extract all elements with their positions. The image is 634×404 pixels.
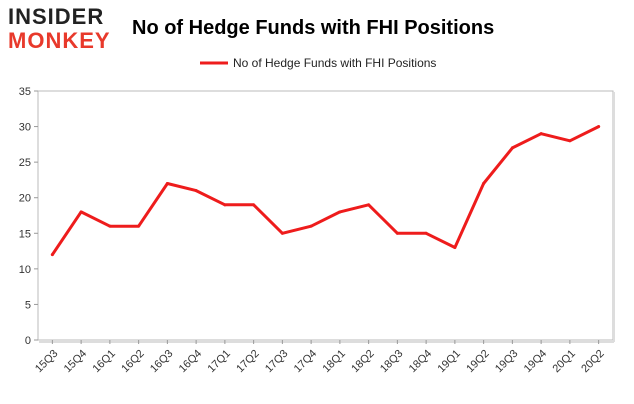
insider-monkey-logo: INSIDER MONKEY [8, 4, 111, 53]
x-tick-label: 19Q4 [522, 348, 550, 376]
plot-area-frame [37, 90, 614, 341]
x-tick-label: 20Q1 [550, 348, 578, 376]
legend: No of Hedge Funds with FHI Positions [200, 56, 436, 70]
data-point [453, 246, 457, 250]
data-point [137, 224, 141, 228]
x-tick-label: 18Q2 [349, 348, 377, 376]
x-tick-label: 16Q3 [148, 348, 176, 376]
y-tick-label: 15 [19, 228, 31, 240]
data-point [309, 224, 313, 228]
data-point [597, 125, 601, 129]
data-point [223, 203, 227, 207]
data-point [539, 132, 543, 136]
x-tick-label: 19Q2 [464, 348, 492, 376]
data-point [50, 253, 54, 257]
x-tick-label: 18Q4 [407, 348, 435, 376]
x-tick-label: 16Q2 [119, 348, 147, 376]
data-point [165, 181, 169, 185]
y-tick-label: 0 [25, 335, 31, 347]
x-tick-label: 18Q1 [320, 348, 348, 376]
chart-title: No of Hedge Funds with FHI Positions [132, 17, 494, 39]
y-tick-label: 25 [19, 157, 31, 169]
x-tick-label: 20Q2 [579, 348, 607, 376]
data-point [395, 231, 399, 235]
x-tick-label: 16Q4 [177, 348, 205, 376]
x-tick-label: 17Q1 [205, 348, 233, 376]
x-tick-label: 16Q1 [90, 348, 118, 376]
x-tick-label: 17Q2 [234, 348, 262, 376]
data-point [280, 231, 284, 235]
y-tick-label: 20 [19, 193, 31, 205]
x-tick-label: 17Q4 [292, 348, 320, 376]
logo-line-1: INSIDER [8, 4, 104, 29]
data-point [482, 181, 486, 185]
x-tick-label: 18Q3 [378, 348, 406, 376]
series-line [50, 125, 601, 257]
x-tick-label: 15Q3 [33, 348, 61, 376]
x-tick-label: 17Q3 [263, 348, 291, 376]
y-tick-label: 35 [19, 86, 31, 98]
y-tick-label: 10 [19, 264, 31, 276]
x-tick-label: 19Q3 [493, 348, 521, 376]
data-point [108, 224, 112, 228]
x-axis: 15Q3 15Q4 16Q1 16Q2 16Q3 16Q4 17Q1 17Q2 17Q3 17Q4… [33, 340, 607, 375]
series-layer [50, 125, 601, 257]
y-axis: 0 5 10 15 20 25 30 35 [19, 86, 38, 347]
y-tick-label: 30 [19, 122, 31, 134]
x-tick-label: 19Q1 [435, 348, 463, 376]
legend-label: No of Hedge Funds with FHI Positions [233, 56, 436, 70]
logo-line-2: MONKEY [8, 28, 111, 53]
data-point [568, 139, 572, 143]
y-tick-label: 5 [25, 299, 31, 311]
data-point [424, 231, 428, 235]
data-point [338, 210, 342, 214]
data-point [194, 189, 198, 193]
data-point [79, 210, 83, 214]
data-point [510, 146, 514, 150]
data-point [252, 203, 256, 207]
data-point [367, 203, 371, 207]
x-tick-label: 15Q4 [62, 348, 90, 376]
